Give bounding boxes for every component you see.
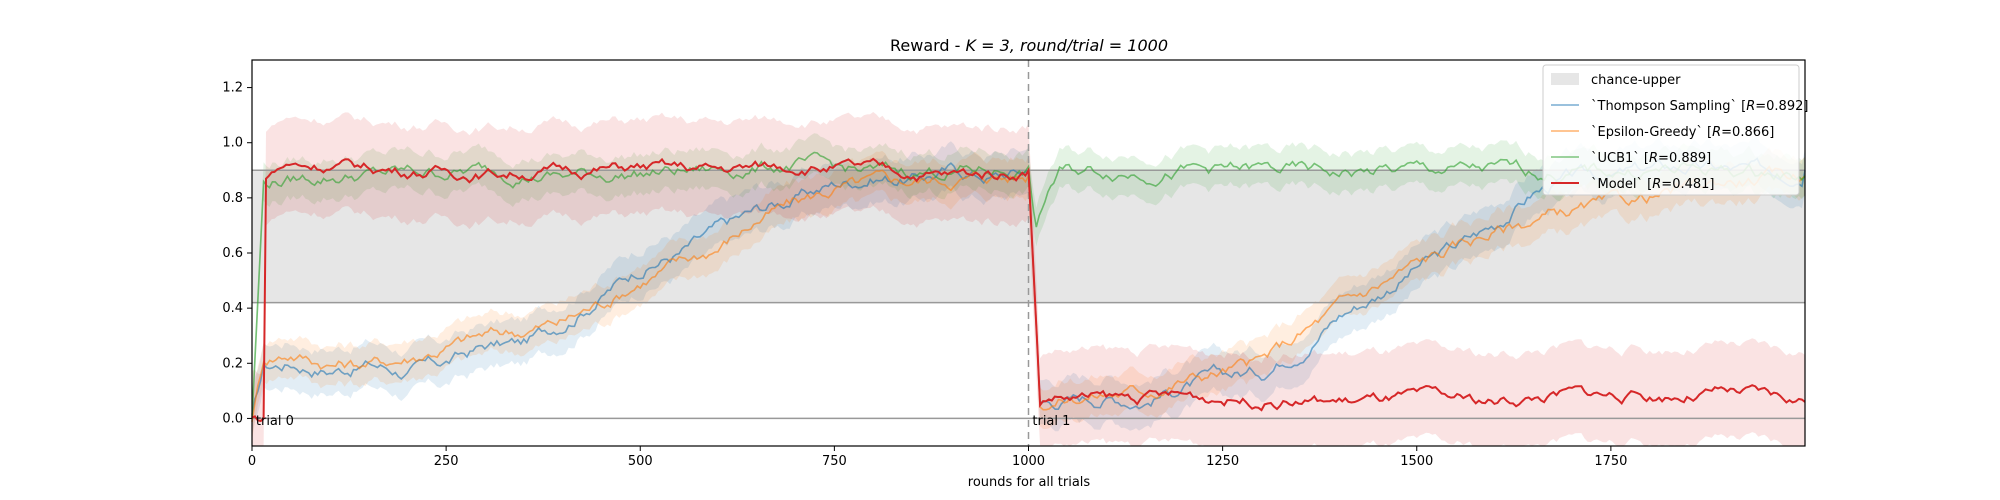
chart-title: Reward - K = 3, round/trial = 1000 <box>890 36 1168 55</box>
x-tick-label: 1500 <box>1400 454 1433 469</box>
trial-annotations: trial 0 trial 1 <box>256 414 1071 429</box>
legend-label: `Thompson Sampling` [R=0.892] <box>1591 99 1808 114</box>
x-tick-label: 1250 <box>1206 454 1239 469</box>
chart-title-prefix: Reward - <box>890 36 966 55</box>
y-tick-label: 0.8 <box>222 191 243 206</box>
legend-label: `Epsilon-Greedy` [R=0.866] <box>1591 125 1774 140</box>
x-axis-label: rounds for all trials <box>968 475 1091 490</box>
y-tick-label: 0.2 <box>222 356 243 371</box>
y-tick-label: 0.4 <box>222 301 243 316</box>
y-tick-label: 0.0 <box>222 411 243 426</box>
legend-label: `Model` [R=0.481] <box>1591 177 1714 192</box>
trial-label: trial 1 <box>1032 414 1070 429</box>
chart-title-rt: round/trial = 1000 <box>1020 36 1168 55</box>
legend: chance-upper `Thompson Sampling` [R=0.892… <box>1542 64 1808 196</box>
x-tick-label: 1000 <box>1012 454 1045 469</box>
x-axis: 0 250 500 750 1000 1250 1500 1750 <box>248 446 1627 469</box>
series-band <box>252 112 1805 446</box>
legend-frame <box>1542 64 1800 196</box>
legend-label: `UCB1` [R=0.889] <box>1591 151 1711 166</box>
x-tick-label: 500 <box>628 454 653 469</box>
legend-swatch-chance <box>1551 73 1579 85</box>
x-tick-label: 1750 <box>1594 454 1627 469</box>
legend-label-chance: chance-upper <box>1591 73 1681 88</box>
y-tick-label: 0.6 <box>222 246 243 261</box>
y-axis: 0.0 0.2 0.4 0.6 0.8 1.0 1.2 <box>222 81 252 426</box>
x-tick-label: 750 <box>822 454 847 469</box>
y-tick-label: 1.2 <box>222 81 243 96</box>
y-tick-label: 1.0 <box>222 136 243 151</box>
chart-title-k: K = 3, <box>966 36 1020 55</box>
series-line <box>251 157 1806 423</box>
x-tick-label: 0 <box>248 454 256 469</box>
trial-label: trial 0 <box>256 414 294 429</box>
x-tick-label: 250 <box>434 454 459 469</box>
